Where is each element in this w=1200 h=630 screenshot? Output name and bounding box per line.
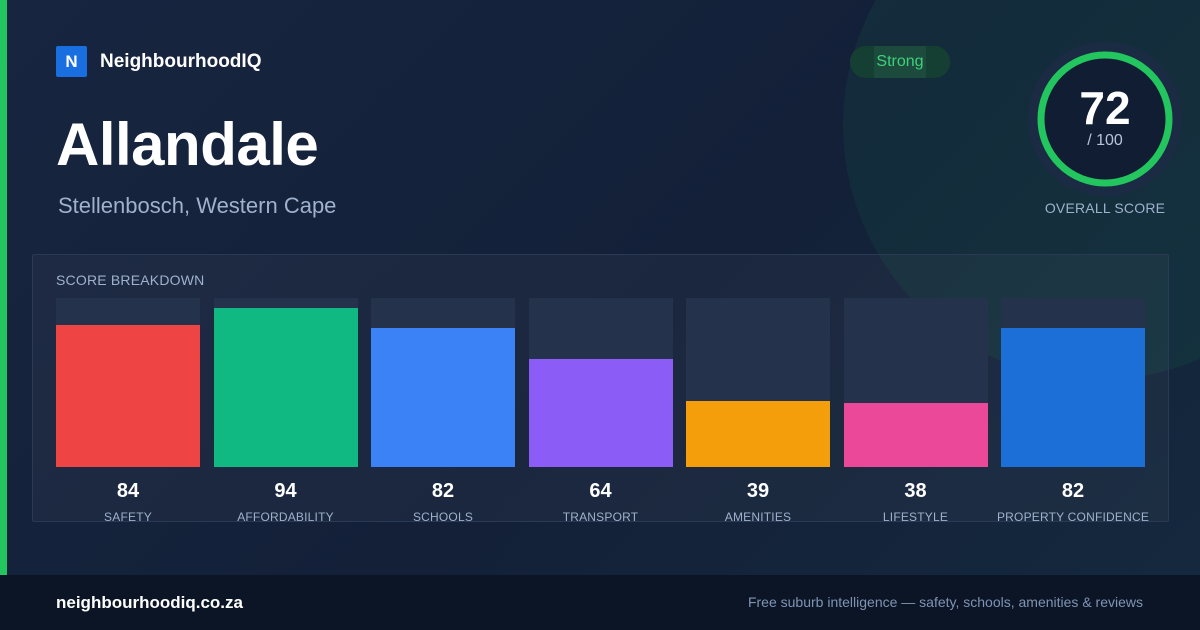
bar-fill: [56, 325, 200, 467]
overall-score-value: 72: [1079, 82, 1131, 134]
bar-fill: [371, 328, 515, 467]
score-breakdown-title: SCORE BREAKDOWN: [56, 272, 205, 288]
bar-fill: [528, 358, 673, 467]
overall-score-max: / 100: [1087, 132, 1123, 149]
overall-score-gauge: [1028, 42, 1182, 196]
bar-track: [213, 298, 358, 467]
bar-value-label: 94: [274, 480, 297, 502]
brand-name: NeighbourhoodIQ: [100, 50, 262, 72]
suburb-title: Allandale: [56, 111, 319, 178]
overall-score-arc: [1037, 51, 1173, 187]
bar-track: [371, 298, 515, 467]
bar-fill: [213, 308, 358, 467]
bar-category-label: LIFESTYLE: [882, 510, 949, 524]
bar-track: [686, 298, 830, 467]
bar-track: [843, 298, 988, 467]
bar-category-label: SAFETY: [104, 510, 152, 524]
bar-fill: [1001, 328, 1145, 467]
bar-value-label: 39: [746, 480, 770, 502]
bar-value-label: 38: [904, 480, 927, 502]
bar-category-label: AFFORDABILITY: [237, 510, 334, 524]
bar-category-label: PROPERTY CONFIDENCE: [996, 510, 1150, 524]
footer-tagline: Free suburb intelligence — safety, schoo…: [747, 594, 1143, 610]
suburb-location: Stellenbosch, Western Cape: [58, 193, 337, 218]
bar-value-label: 82: [1061, 480, 1085, 502]
brand-logo-icon: N: [56, 46, 87, 77]
footer: neighbourhoodiq.co.za Free suburb intell…: [0, 575, 1200, 630]
score-breakdown-panel: SCORE BREAKDOWN 84 SAFETY 94 AFFORDABILITY 8…: [32, 254, 1169, 524]
overall-score-ring: 72 / 100: [1028, 42, 1182, 196]
brand[interactable]: N NeighbourhoodIQ: [56, 46, 261, 77]
footer-url-link[interactable]: neighbourhoodiq.co.za: [56, 593, 243, 612]
rating-badge: Strong: [850, 46, 950, 78]
bar-value-label: 84: [116, 480, 140, 502]
bar-category-label: AMENITIES: [724, 510, 792, 524]
bar-track: [528, 298, 673, 467]
bar-value-label: 82: [431, 480, 455, 502]
bar-value-label: 64: [589, 480, 612, 502]
rating-badge-label: Strong: [876, 53, 924, 70]
bar-fill: [843, 402, 988, 467]
bar-category-label: TRANSPORT: [562, 510, 639, 524]
bar-track: [56, 298, 200, 467]
accent-bar: [0, 0, 7, 575]
bar-category-label: SCHOOLS: [412, 510, 474, 524]
overall-score-label: OVERALL SCORE: [1044, 200, 1166, 216]
bar-track: [1001, 298, 1145, 467]
bar-fill: [686, 401, 830, 467]
